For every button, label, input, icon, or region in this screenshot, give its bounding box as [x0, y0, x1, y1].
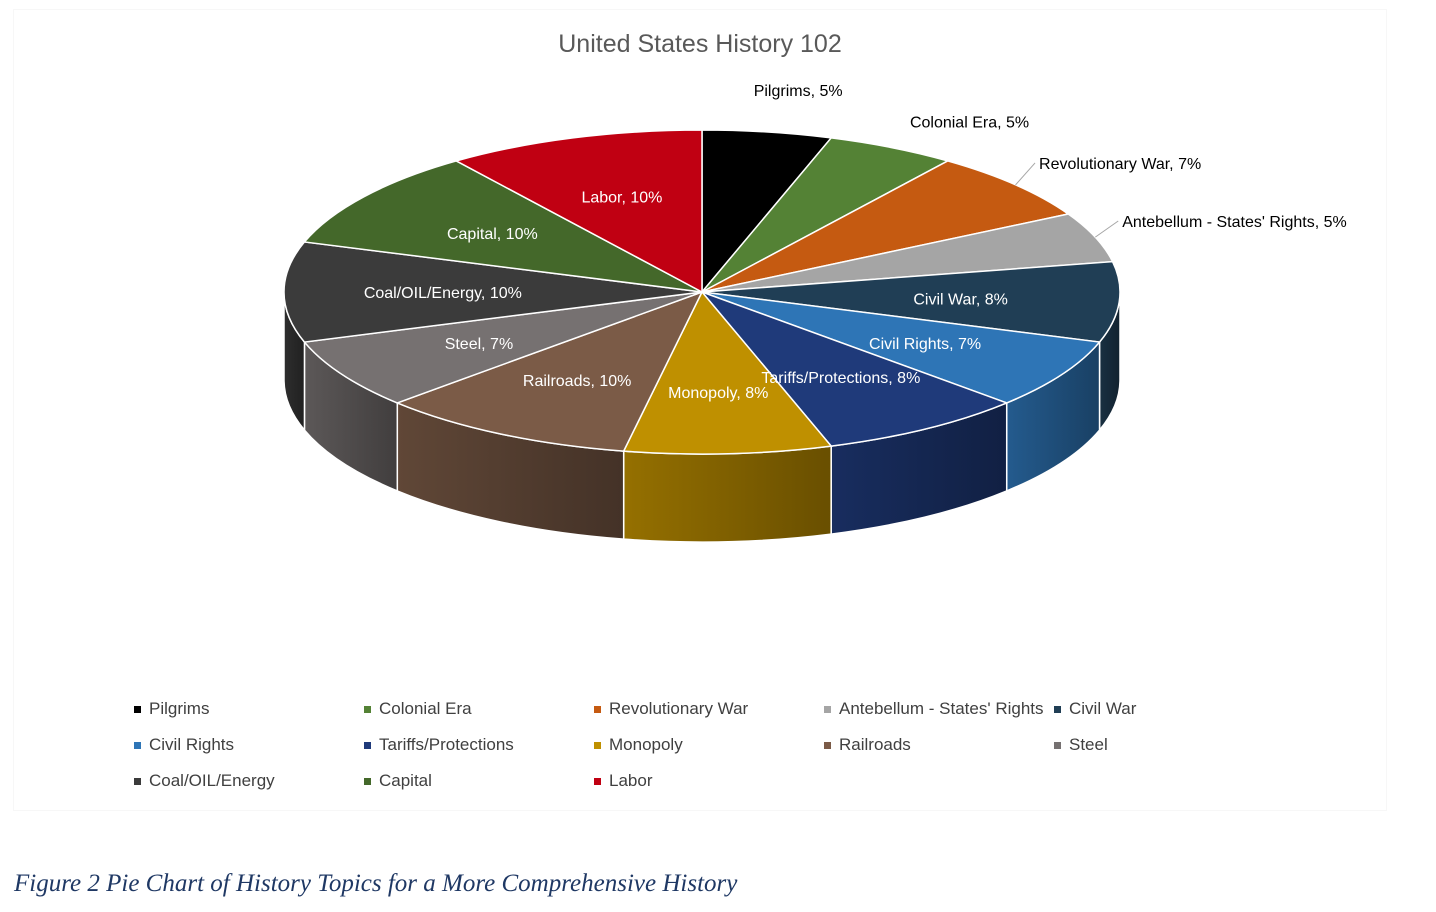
chart-area: United States History 102 Pilgrims, 5% Co…: [14, 10, 1386, 810]
legend-swatch: [594, 741, 601, 749]
pie-slice-steel: [302, 291, 703, 404]
data-label: Colonial Era, 5%: [910, 115, 1029, 132]
data-label: Railroads, 10%: [523, 373, 632, 390]
pie-slice-tariffs-protections: [699, 290, 1009, 447]
data-label: Capital, 10%: [447, 226, 538, 243]
legend-item: Monopoly: [594, 734, 824, 756]
legend-swatch: [594, 705, 601, 713]
legend-item: Pilgrims: [134, 698, 364, 720]
data-label: Civil War, 8%: [913, 291, 1008, 308]
legend-label: Coal/OIL/Energy: [149, 771, 275, 790]
legend-label: Revolutionary War: [609, 699, 749, 718]
data-label: Antebellum - States' Rights, 5%: [1122, 214, 1347, 231]
legend-label: Capital: [379, 771, 432, 790]
legend-label: Railroads: [839, 735, 911, 754]
legend-label: Monopoly: [609, 735, 683, 754]
pie-chart: Pilgrims, 5% Colonial Era, 5% Revolutionar…: [283, 83, 1347, 543]
legend-swatch: [134, 705, 141, 713]
legend-label: Antebellum - States' Rights: [839, 699, 1044, 718]
legend-swatch: [134, 777, 141, 785]
legend-label: Civil War: [1069, 699, 1137, 718]
leader-line: [1015, 162, 1036, 186]
legend-swatch: [364, 741, 371, 749]
data-label: Monopoly, 8%: [668, 385, 768, 402]
legend-swatch: [594, 777, 601, 785]
data-label: Tariffs/Protections, 8%: [761, 370, 920, 387]
legend-item: Steel: [1054, 734, 1174, 756]
pie-slice-labor: [454, 129, 703, 294]
legend-item: Coal/OIL/Energy: [134, 770, 364, 792]
chart-legend: Pilgrims Colonial Era Revolutionary War Ant…: [134, 698, 1194, 792]
data-label: Pilgrims, 5%: [754, 83, 843, 100]
data-label: Revolutionary War, 7%: [1039, 156, 1201, 173]
data-label: Coal/OIL/Energy, 10%: [364, 285, 522, 302]
legend-item: Civil War: [1054, 698, 1174, 720]
data-label: Steel, 7%: [445, 336, 513, 353]
legend-label: Tariffs/Protections: [379, 735, 514, 754]
legend-swatch: [824, 705, 831, 713]
legend-swatch: [1054, 705, 1061, 713]
legend-item: Labor: [594, 770, 824, 792]
legend-item: Tariffs/Protections: [364, 734, 594, 756]
leader-line: [1095, 220, 1119, 238]
pie-slice-coal-oil-energy: [283, 241, 703, 343]
legend-item: Antebellum - States' Rights: [824, 698, 1054, 720]
data-label: Civil Rights, 7%: [869, 336, 981, 353]
legend-swatch: [134, 741, 141, 749]
pie-slice-revolutionary-war: [701, 160, 1071, 293]
chart-title: United States History 102: [558, 30, 842, 58]
legend-swatch: [824, 741, 831, 749]
legend-swatch: [364, 777, 371, 785]
pie-slice-capital: [302, 160, 703, 293]
legend-item: Capital: [364, 770, 594, 792]
pie-slice-civil-rights: [701, 291, 1101, 404]
legend-label: Steel: [1069, 735, 1108, 754]
legend-item: Railroads: [824, 734, 1054, 756]
pie-slice-monopoly: [622, 290, 833, 455]
legend-label: Pilgrims: [149, 699, 210, 718]
pie-side-monopoly: [622, 445, 832, 543]
legend-item: Colonial Era: [364, 698, 594, 720]
figure-caption: Figure 2 Pie Chart of History Topics for…: [14, 870, 738, 897]
pie-slice-civil-war: [701, 260, 1121, 343]
legend-item: Revolutionary War: [594, 698, 824, 720]
legend-item: Civil Rights: [134, 734, 364, 756]
legend-swatch: [1054, 741, 1061, 749]
data-label: Labor, 10%: [581, 189, 662, 206]
legend-label: Labor: [609, 771, 653, 790]
legend-label: Civil Rights: [149, 735, 235, 754]
legend-swatch: [364, 705, 371, 713]
pie-slice-railroads: [395, 290, 704, 452]
legend-label: Colonial Era: [379, 699, 472, 718]
